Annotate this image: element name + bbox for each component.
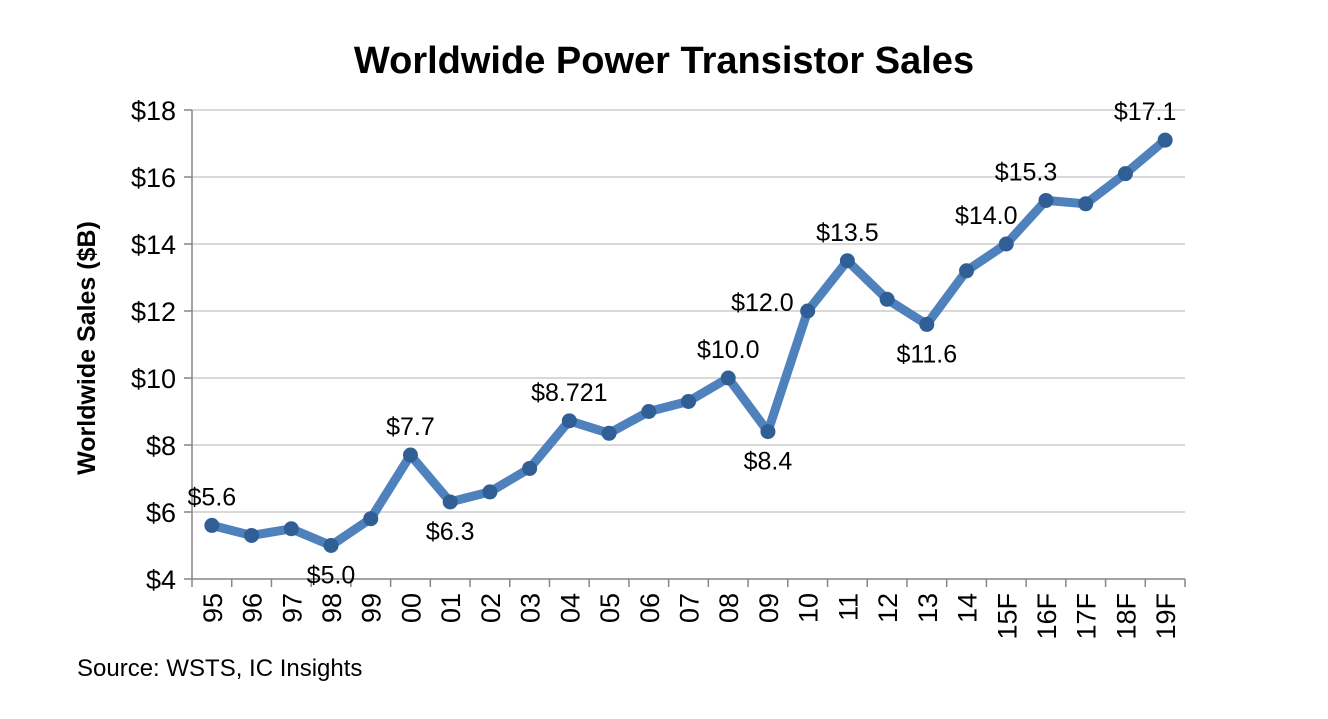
x-tick-label: 99 xyxy=(357,593,387,623)
y-tick-label: $4 xyxy=(146,565,176,595)
data-point xyxy=(522,460,538,476)
x-tick-label: 14 xyxy=(953,593,983,623)
axes xyxy=(184,109,1186,587)
y-tick-label: $6 xyxy=(146,498,176,528)
x-tick-label: 95 xyxy=(198,593,228,623)
x-tick-label: 08 xyxy=(714,593,744,623)
series-line xyxy=(207,135,1170,550)
data-label: $6.3 xyxy=(426,518,475,546)
data-point xyxy=(681,393,696,409)
data-point xyxy=(482,484,498,500)
y-tick-label: $12 xyxy=(131,297,176,327)
data-point xyxy=(919,316,935,332)
grid-lines xyxy=(192,109,1185,513)
x-tick-label: 98 xyxy=(317,593,347,623)
data-point xyxy=(1157,132,1173,148)
data-point xyxy=(204,517,220,533)
x-tick-label: 07 xyxy=(675,593,705,623)
y-tick-labels: $4 $6 $8 $10 $12 $14 $16 $18 xyxy=(131,96,176,595)
data-point xyxy=(959,263,975,279)
data-label: $8.721 xyxy=(531,379,607,407)
data-label: $14.0 xyxy=(955,202,1018,230)
data-point xyxy=(1078,196,1094,212)
data-point xyxy=(442,494,458,510)
x-tick-label: 11 xyxy=(833,593,863,621)
data-label: $13.5 xyxy=(816,219,879,247)
y-tick-label: $8 xyxy=(146,431,176,461)
data-label: $10.0 xyxy=(697,336,760,364)
data-point xyxy=(561,413,577,429)
data-point xyxy=(244,527,260,543)
y-tick-label: $14 xyxy=(131,230,176,260)
data-point xyxy=(998,236,1014,252)
x-tick-label: 18F xyxy=(1111,593,1141,640)
x-tick-label: 13 xyxy=(913,593,943,623)
data-point xyxy=(641,404,657,419)
data-label: $8.4 xyxy=(744,448,793,476)
x-tick-label: 03 xyxy=(516,593,546,623)
x-tick-label: 17F xyxy=(1072,593,1102,640)
x-tick-label: 10 xyxy=(794,593,824,623)
x-tick-label: 01 xyxy=(436,593,466,623)
markers xyxy=(204,132,1173,553)
x-tick-label: 05 xyxy=(595,593,625,623)
data-label: $11.6 xyxy=(896,340,957,368)
source-note: Source: WSTS, IC Insights xyxy=(77,655,363,682)
x-tick-label: 16F xyxy=(1032,593,1062,640)
data-point xyxy=(720,370,736,386)
x-tick-label: 12 xyxy=(873,593,903,623)
chart-title: Worldwide Power Transistor Sales xyxy=(353,40,975,82)
data-point xyxy=(323,538,339,553)
x-tick-label: 02 xyxy=(476,593,506,623)
x-tick-label: 15F xyxy=(992,593,1022,640)
x-tick-label: 09 xyxy=(754,593,784,623)
data-labels: $5.6 $5.0 $7.7 $6.3 $8.721 $10.0 $8.4 $12.0 $13.… xyxy=(188,98,1177,589)
data-point xyxy=(839,253,855,269)
x-tick-label: 06 xyxy=(635,593,665,623)
data-label: $17.1 xyxy=(1114,98,1177,126)
data-point xyxy=(283,521,299,537)
data-point xyxy=(800,303,816,319)
data-point xyxy=(601,425,617,441)
y-tick-label: $10 xyxy=(131,364,176,394)
data-point xyxy=(1038,192,1054,208)
data-point xyxy=(363,511,379,527)
data-label: $12.0 xyxy=(731,289,794,317)
data-label: $5.0 xyxy=(307,562,356,590)
x-tick-label: 19F xyxy=(1151,593,1181,640)
data-label: $7.7 xyxy=(386,413,435,441)
data-label: $5.6 xyxy=(188,483,237,511)
x-tick-label: 04 xyxy=(555,593,585,623)
data-point xyxy=(1117,166,1133,182)
x-tick-label: 97 xyxy=(277,593,307,623)
y-tick-label: $16 xyxy=(131,163,176,193)
series-layer xyxy=(207,135,1170,550)
data-label: $15.3 xyxy=(995,158,1058,186)
x-tick-label: 00 xyxy=(396,593,426,623)
x-tick-label: 96 xyxy=(238,593,268,623)
y-tick-label: $18 xyxy=(131,96,176,126)
data-point xyxy=(760,424,776,440)
x-tick-labels: 95 96 97 98 99 00 01 02 03 04 05 06 07 08 09 10 11 12 13 14… xyxy=(198,593,1181,640)
y-axis-label: Worldwide Sales ($B) xyxy=(73,221,101,475)
data-point xyxy=(402,447,418,463)
data-point xyxy=(879,291,895,307)
